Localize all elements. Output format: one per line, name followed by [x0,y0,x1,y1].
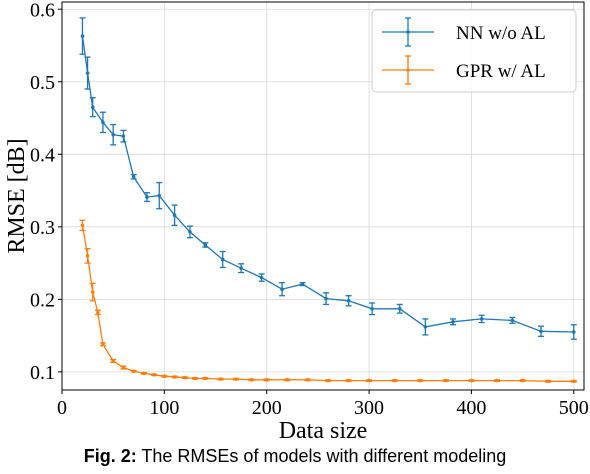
data-point [172,375,177,379]
legend-label: GPR w/ AL [456,61,546,82]
series-line [81,225,574,382]
data-point [370,306,374,311]
data-point [305,378,310,382]
legend-label: NN w/o AL [456,23,546,44]
data-point [285,378,289,382]
data-point [131,369,136,373]
series-0 [79,17,577,340]
x-tick-label: 200 [252,397,282,419]
caption-prefix: Fig. 2: [83,446,137,466]
data-point [145,195,149,199]
data-point [85,254,90,258]
data-point [444,378,448,383]
x-tick-label: 100 [149,397,179,419]
data-point [495,378,499,383]
data-point [203,243,208,247]
data-point [193,376,197,381]
legend-item-1: GPR w/ AL [382,55,546,85]
data-point [479,317,484,321]
data-point [418,378,423,383]
data-point [546,379,550,384]
legend-marker [406,30,410,34]
data-point [239,266,243,270]
data-point [234,377,238,381]
data-point [96,310,100,315]
y-axis-ticks: 0.1 0.2 0.3 0.4 0.5 0.6 [30,0,62,384]
caption-text: The RMSEs of models with different model… [136,446,507,466]
data-point [111,132,115,137]
data-point [80,34,85,38]
series-1 [79,219,577,384]
data-point [101,120,105,125]
figure-caption: Fig. 2: The RMSEs of models with differe… [0,446,590,467]
y-tick-label: 0.1 [30,362,55,384]
series-layer [79,17,577,384]
data-point [183,375,187,380]
legend: NN w/o AL GPR w/ AL [371,9,577,93]
legend-item-0: NN w/o AL [382,17,546,47]
legend-marker [406,68,410,72]
data-point [80,223,85,228]
data-point [423,325,428,329]
x-tick-label: 0 [57,397,67,419]
data-point [571,379,576,384]
data-point [218,377,223,381]
data-point [264,378,269,382]
data-point [90,290,95,294]
data-point [121,134,126,138]
data-point [172,213,177,218]
data-point [539,329,543,334]
y-tick-label: 0.3 [30,217,55,239]
x-tick-label: 500 [559,397,589,419]
legend-box [371,9,577,93]
data-point [249,378,254,382]
plot-frame [61,1,585,391]
data-point [131,174,136,179]
data-point [392,378,397,383]
data-point [324,296,328,301]
y-axis-label: RMSE [dB] [4,138,30,253]
y-tick-label: 0.2 [30,289,55,311]
data-point [520,378,525,383]
data-point [157,193,162,198]
data-point [571,330,576,334]
data-point [346,298,351,303]
data-point [346,378,351,383]
data-point [121,365,126,370]
data-point [111,359,115,363]
data-point [326,378,330,383]
data-point [85,71,90,75]
data-point [259,275,264,280]
data-point [101,342,105,347]
data-point [469,378,474,383]
data-point [203,376,208,381]
x-tick-label: 400 [456,397,486,419]
y-tick-label: 0.4 [30,144,55,166]
data-point [510,318,515,323]
data-point [90,105,95,109]
data-point [188,230,192,234]
data-point [162,374,167,379]
y-tick-label: 0.6 [30,0,55,21]
data-point [300,282,305,286]
data-point [142,371,146,376]
x-axis-ticks: 0 100 200 300 400 500 [57,390,589,419]
data-point [451,320,455,324]
x-axis-label: Data size [279,418,368,444]
data-point [152,372,156,377]
x-tick-label: 300 [354,397,384,419]
y-tick-label: 0.5 [30,72,55,94]
data-point [280,287,284,291]
data-point [397,306,402,311]
data-point [220,257,225,262]
rmse-chart: 0 100 200 300 400 500 0.1 0.2 0.3 0.4 0.5 0.6 Data… [4,0,589,444]
data-point [367,378,371,383]
